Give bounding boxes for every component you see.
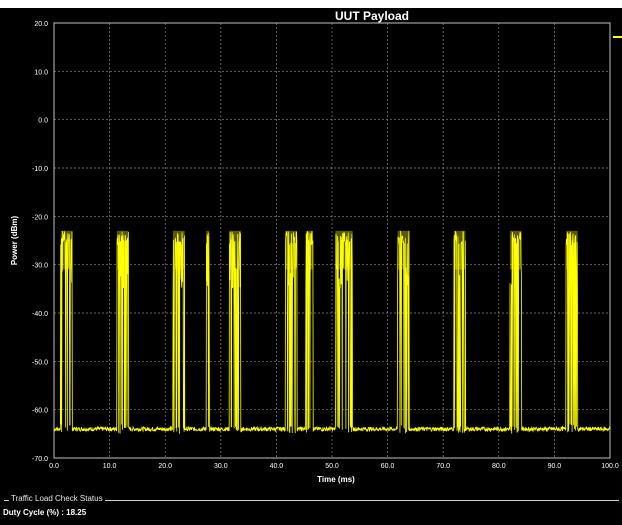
label-layer: 0.0 10.0 20.0 30.0 40.0 50.0 60.0 70.0 80.0 90.0 1… <box>10 9 622 484</box>
status-group-frame: Traffic Load Check Status <box>4 494 619 525</box>
burst-mark <box>285 230 297 270</box>
traffic-load-status-panel: Traffic Load Check Status Duty Cycle (%)… <box>0 494 622 525</box>
chart-panel: 0.0 10.0 20.0 30.0 40.0 50.0 60.0 70.0 80.0 90.0 1… <box>0 8 622 496</box>
x-tick-label: 30.0 <box>214 463 228 470</box>
x-tick-label: 80.0 <box>492 463 506 470</box>
status-group-title: Traffic Load Check Status <box>9 494 105 503</box>
burst-mark <box>60 230 73 270</box>
y-tick-label: -10.0 <box>32 166 48 173</box>
y-tick-label: -70.0 <box>32 456 48 463</box>
x-tick-label: 50.0 <box>325 463 339 470</box>
y-tick-label: 20.0 <box>34 21 48 28</box>
duty-cycle-readout: Duty Cycle (%) : 18.25 <box>3 508 87 517</box>
power-trace <box>53 230 611 434</box>
burst-mark <box>397 230 410 270</box>
y-tick-label: -60.0 <box>32 408 48 415</box>
burst-mark <box>509 230 522 270</box>
chart-title: UUT Payload <box>335 9 409 23</box>
burst-mark <box>229 230 241 270</box>
trace-layer <box>53 230 611 434</box>
y-tick-label: 0.0 <box>38 118 48 125</box>
burst-mark <box>453 230 466 270</box>
x-tick-label: 90.0 <box>548 463 562 470</box>
burst-mark <box>116 230 129 270</box>
y-tick-label: 10.0 <box>34 69 48 76</box>
x-tick-label: 70.0 <box>436 463 450 470</box>
x-tick-label: 0.0 <box>49 463 59 470</box>
burst-mark <box>335 230 353 270</box>
y-tick-label: -50.0 <box>32 359 48 366</box>
x-tick-label: 60.0 <box>381 463 395 470</box>
y-axis-label: Power (dBm) <box>10 216 19 266</box>
x-tick-label: 10.0 <box>103 463 117 470</box>
top-strip <box>0 0 622 8</box>
burst-mark <box>305 230 314 270</box>
plot-frame <box>53 22 611 459</box>
x-tick-label: 40.0 <box>270 463 284 470</box>
y-tick-label: -20.0 <box>32 214 48 221</box>
grid-layer <box>53 22 611 459</box>
x-tick-label: 20.0 <box>158 463 172 470</box>
power-vs-time-chart: 0.0 10.0 20.0 30.0 40.0 50.0 60.0 70.0 80.0 90.0 1… <box>10 9 622 484</box>
x-tick-label: 100.0 <box>601 463 619 470</box>
x-axis-label: Time (ms) <box>317 475 355 484</box>
y-tick-label: -30.0 <box>32 263 48 270</box>
burst-mark <box>566 230 578 270</box>
axis-layer <box>53 22 611 459</box>
burst-mark <box>172 230 185 270</box>
y-tick-label: -40.0 <box>32 311 48 318</box>
burst-mark <box>206 230 210 270</box>
